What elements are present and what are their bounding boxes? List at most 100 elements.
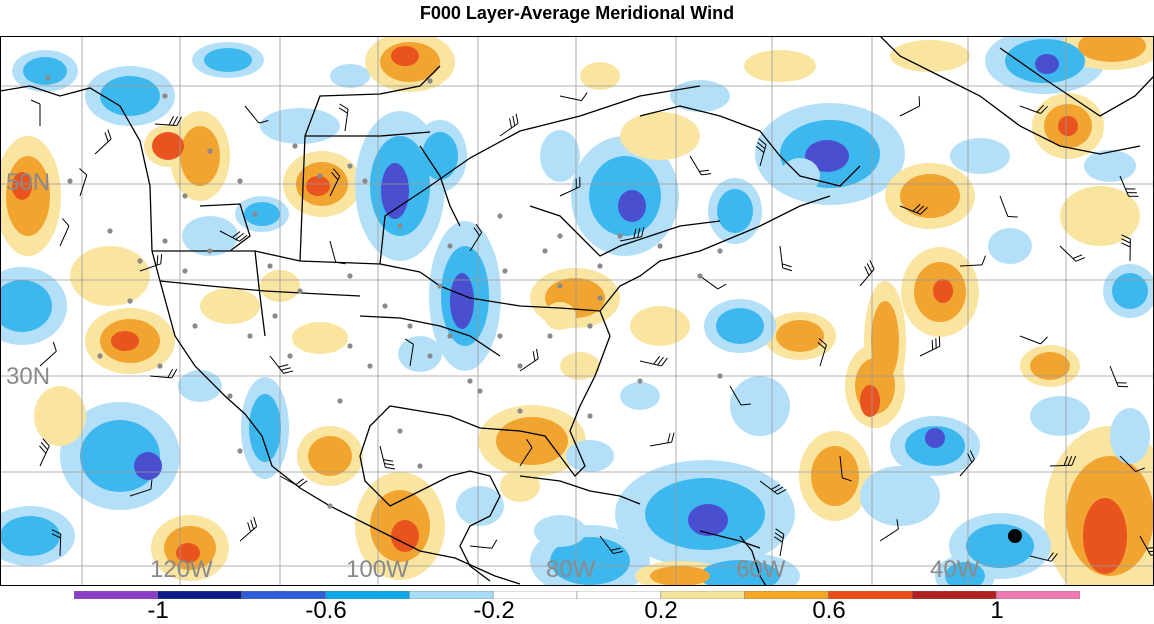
- field-blob: [540, 130, 580, 182]
- field-blob: [391, 520, 419, 552]
- field-blob: [292, 322, 348, 354]
- field-blob: [100, 76, 160, 116]
- station-dot: [597, 263, 602, 268]
- station-dot: [207, 248, 212, 253]
- field-blob: [811, 446, 859, 506]
- field-blob: [306, 176, 330, 196]
- station-dot: [587, 413, 592, 418]
- field-blob: [456, 486, 504, 526]
- colorbar-tick-minus-0-6: -0.6: [305, 598, 346, 624]
- station-dot: [252, 211, 257, 216]
- station-dot: [517, 363, 522, 368]
- station-dot: [597, 295, 602, 300]
- station-dot: [497, 213, 502, 218]
- field-blob: [890, 40, 970, 72]
- field-blob: [566, 440, 614, 472]
- field-blob: [398, 336, 442, 372]
- field-blob: [988, 228, 1032, 264]
- field-blob: [1030, 396, 1090, 436]
- lon-label-80w: 80W: [546, 557, 595, 583]
- station-dot: [617, 233, 622, 238]
- field-blob: [1112, 273, 1148, 309]
- station-dot: [497, 333, 502, 338]
- field-blob: [496, 417, 568, 465]
- field-blob: [249, 394, 281, 462]
- colorbar: [74, 591, 1080, 599]
- field-blob: [630, 306, 690, 346]
- field-blob: [330, 64, 370, 88]
- field-blob: [650, 566, 710, 586]
- colorbar-swatch: [158, 591, 242, 599]
- field-blob: [244, 202, 280, 226]
- station-dot: [347, 343, 352, 348]
- field-blob: [260, 108, 340, 144]
- field-blob: [1084, 150, 1136, 182]
- field-blob: [204, 48, 252, 72]
- field-blob: [1035, 54, 1059, 74]
- colorbar-tick-0-2: 0.2: [644, 598, 677, 624]
- map-canvas: [0, 36, 1154, 586]
- field-blob: [391, 46, 419, 66]
- station-dot: [417, 463, 422, 468]
- station-dot: [247, 333, 252, 338]
- field-blob: [134, 452, 162, 480]
- lat-label-30n: 30N: [6, 364, 50, 390]
- station-dot: [467, 378, 472, 383]
- field-blob: [34, 386, 86, 446]
- station-dot: [267, 263, 272, 268]
- field-blob: [860, 385, 880, 417]
- colorbar-tick-1: 1: [990, 598, 1003, 624]
- station-dot: [67, 178, 72, 183]
- colorbar-tick-minus-1: -1: [147, 598, 168, 624]
- station-dot: [447, 243, 452, 248]
- station-dot: [637, 378, 642, 383]
- station-dot: [272, 313, 277, 318]
- station-dot: [182, 193, 187, 198]
- field-blob: [1083, 498, 1127, 574]
- field-blob: [730, 376, 790, 436]
- field-blob: [618, 190, 646, 222]
- station-dot: [127, 298, 132, 303]
- field-blob: [1058, 116, 1078, 136]
- field-blob: [500, 470, 540, 502]
- marker-dot: [1008, 529, 1022, 543]
- field-blob: [23, 57, 67, 85]
- colorbar-swatches: [74, 591, 1080, 599]
- station-dot: [397, 223, 402, 228]
- station-dot: [192, 323, 197, 328]
- station-dot: [45, 75, 50, 80]
- field-blob: [180, 126, 220, 186]
- field-blob: [620, 382, 660, 410]
- field-blob: [900, 174, 960, 218]
- field-blob: [688, 504, 728, 536]
- station-dot: [547, 333, 552, 338]
- lon-label-100w: 100W: [346, 557, 409, 583]
- field-blob: [925, 428, 945, 448]
- station-dot: [502, 268, 507, 273]
- colorbar-swatch: [912, 591, 996, 599]
- colorbar-swatch: [996, 591, 1080, 599]
- station-dot: [717, 373, 722, 378]
- field-blob: [381, 163, 409, 219]
- station-dot: [367, 363, 372, 368]
- field-blob: [744, 50, 816, 82]
- station-dot: [107, 228, 112, 233]
- lon-label-120w: 120W: [150, 557, 213, 583]
- colorbar-swatch: [74, 591, 158, 599]
- field-blob: [152, 132, 184, 160]
- colorbar-tick-0-6: 0.6: [812, 598, 845, 624]
- field-blob: [776, 320, 824, 352]
- station-dot: [697, 273, 702, 278]
- map-title: F000 Layer-Average Meridional Wind: [0, 0, 1154, 28]
- lat-label-50n: 50N: [6, 170, 50, 196]
- station-dot: [297, 288, 302, 293]
- station-dot: [157, 363, 162, 368]
- lon-label-60w: 60W: [736, 557, 785, 583]
- field-blob: [717, 189, 753, 233]
- station-dot: [382, 303, 387, 308]
- field-blob: [534, 515, 586, 547]
- station-dot: [717, 248, 722, 253]
- station-dot: [427, 78, 432, 83]
- field-blob: [111, 331, 139, 351]
- station-dot: [427, 353, 432, 358]
